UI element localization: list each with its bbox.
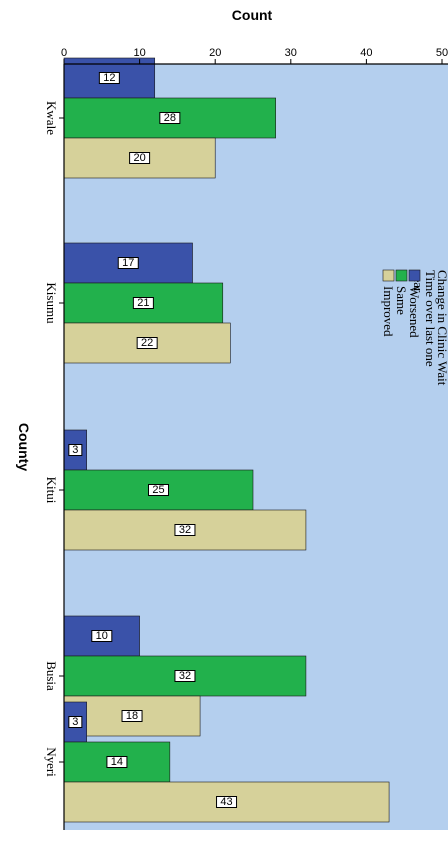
category-label: Kitui [44,477,59,504]
legend-swatch-same [395,269,408,282]
data-label-box [68,716,83,728]
legend-title-line: Change in Clinic Wait [435,270,448,386]
data-label: 3 [72,716,78,728]
category-label: Kisumu [44,282,59,324]
data-label-box [136,337,158,349]
data-label: 22 [141,337,153,349]
value-tick-label: 10 [133,47,145,59]
data-label: 18 [126,710,138,722]
value-axis-ticks: 0 10 20 30 40 50 [61,47,448,64]
value-tick-label: 20 [209,47,221,59]
data-label-box [91,630,113,642]
data-label: 14 [111,756,123,768]
category-label: Busia [44,661,59,691]
data-label-box [129,152,151,164]
legend-label-worsened: Worsened [407,286,422,338]
data-label: 32 [179,670,191,682]
data-label-box [174,524,196,536]
legend-title-line: Time over last one [423,270,438,367]
rotated-chart-group: 12 28 20 17 21 22 3 25 32 10 32 18 3 14 43 0 10 20 30 40 50… [16,7,448,830]
data-label: 21 [137,297,149,309]
category-axis-title: County [16,423,32,471]
data-label-box [216,796,238,808]
data-label-box [98,72,120,84]
bars-layer: 12 28 20 17 21 22 3 25 32 10 32 18 3 14 43 [63,57,390,823]
data-label: 28 [164,112,176,124]
value-tick-label: 40 [360,47,372,59]
value-tick-label: 50 [436,47,448,59]
data-label-box [174,670,196,682]
legend-label-same: Same [394,286,409,315]
data-label-box [68,444,83,456]
value-tick-label: 0 [61,47,67,59]
legend-swatch-worsened [408,269,421,282]
data-label: 32 [179,524,191,536]
legend-label-improved: Improved [381,286,396,337]
data-label-box [132,297,154,309]
data-label-box [159,112,181,124]
data-label: 10 [96,630,108,642]
data-label: 43 [220,796,232,808]
data-label-box [121,710,143,722]
legend-swatch-improved [382,269,395,282]
category-label: Nyeri [44,747,59,777]
data-label: 3 [72,444,78,456]
data-label-box [106,756,128,768]
data-label-box [148,484,169,496]
category-label: Kwale [44,101,59,135]
data-label: 12 [103,72,115,84]
value-axis-title: Count [232,7,273,23]
data-label-box [117,257,139,269]
data-label: 20 [133,152,145,164]
data-label: 17 [122,257,134,269]
data-label: 25 [152,484,164,496]
value-tick-label: 30 [285,47,297,59]
category-axis-ticks: Kwale Kisumu Kitui Busia Nyeri [44,101,64,777]
